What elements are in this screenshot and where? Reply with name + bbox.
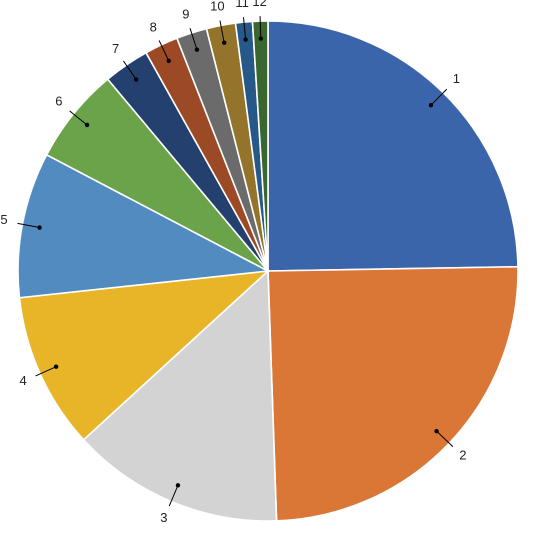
slice-label-7: 7: [112, 41, 119, 56]
leader-line-7: [123, 60, 137, 80]
slice-label-6: 6: [55, 94, 62, 109]
pie-slice-1: [267, 20, 519, 272]
slice-label-9: 9: [182, 7, 189, 22]
leader-line-3: [168, 485, 179, 507]
leader-line-1: [430, 88, 448, 106]
pie-slices: [17, 20, 519, 522]
slice-label-3: 3: [160, 510, 167, 525]
slice-label-12: 12: [252, 0, 266, 9]
slice-label-1: 1: [453, 71, 460, 86]
leader-line-4: [35, 366, 57, 377]
leader-line-10: [219, 20, 225, 43]
leader-line-2: [436, 430, 454, 447]
leader-line-8: [158, 40, 170, 61]
slice-label-10: 10: [210, 0, 224, 14]
leader-line-6: [69, 110, 88, 126]
slice-label-4: 4: [19, 373, 26, 388]
slice-label-8: 8: [150, 19, 157, 34]
slice-label-11: 11: [235, 0, 249, 10]
leader-line-11: [242, 17, 247, 40]
slice-label-5: 5: [0, 212, 7, 227]
leader-line-9: [189, 28, 198, 50]
leader-line-5: [17, 222, 40, 229]
slice-label-2: 2: [459, 448, 466, 463]
pie-slice-2: [267, 265, 519, 522]
leader-line-12: [259, 16, 262, 39]
